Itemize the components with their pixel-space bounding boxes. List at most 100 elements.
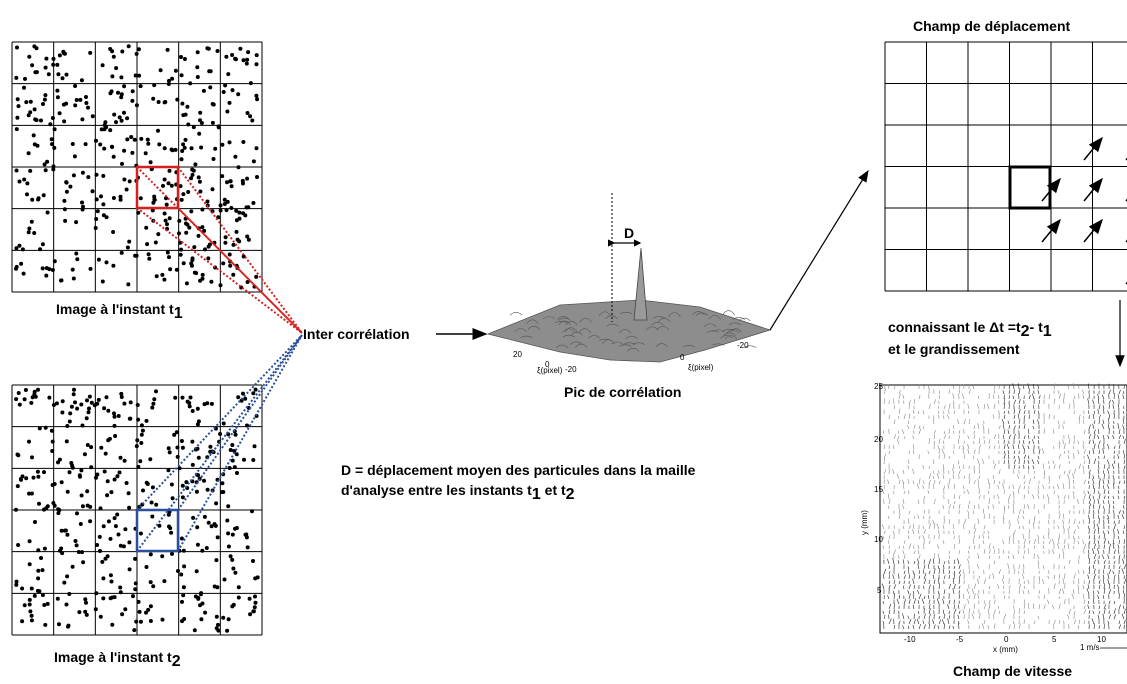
particle-dot — [161, 184, 165, 188]
particle-dot — [222, 422, 226, 426]
particle-dot — [101, 596, 105, 600]
particle-dot — [28, 598, 32, 602]
particle-dot — [119, 590, 123, 594]
particle-dot — [180, 73, 184, 77]
particle-dot — [79, 522, 83, 526]
particle-dot — [166, 48, 170, 52]
particle-dot — [206, 488, 210, 492]
particle-dot — [190, 264, 194, 268]
particle-dot — [201, 602, 205, 606]
particle-dot — [198, 279, 202, 283]
particle-dot — [33, 594, 37, 598]
particle-dot — [58, 53, 62, 57]
particle-dot — [222, 90, 226, 94]
particle-dot — [37, 502, 41, 506]
particle-dot — [190, 440, 194, 444]
particle-dot — [94, 591, 98, 595]
particle-dot — [64, 180, 68, 184]
particle-dot — [189, 176, 193, 180]
particle-dot — [51, 268, 55, 272]
particle-dot — [24, 100, 28, 104]
particle-dot — [220, 174, 224, 178]
particle-dot — [65, 603, 69, 607]
particle-dot — [255, 53, 259, 57]
particle-dot — [253, 595, 257, 599]
particle-dot — [101, 576, 105, 580]
particle-dot — [27, 113, 31, 117]
particle-dot — [27, 55, 31, 59]
particle-dot — [57, 622, 61, 626]
particle-dot — [60, 411, 64, 415]
particle-dot — [193, 271, 197, 275]
particle-dot — [228, 140, 232, 144]
particle-dot — [123, 527, 127, 531]
particle-dot — [166, 468, 170, 472]
particle-dot — [24, 388, 28, 392]
particle-dot — [122, 402, 126, 406]
particle-dot — [23, 603, 27, 607]
particle-dot — [18, 180, 22, 184]
particle-dot — [41, 242, 45, 246]
particle-dot — [217, 125, 221, 129]
particle-dot — [228, 264, 232, 268]
particle-dot — [71, 268, 75, 272]
particle-dot — [216, 535, 220, 539]
particle-dot — [89, 445, 93, 449]
particle-dot — [152, 83, 156, 87]
particle-dot — [185, 105, 189, 109]
particle-dot — [139, 620, 143, 624]
particle-dot — [75, 98, 79, 102]
particle-dot — [103, 123, 107, 127]
particle-dot — [168, 216, 172, 220]
particle-dot — [149, 552, 153, 556]
particle-dot — [33, 107, 37, 111]
particle-dot — [89, 267, 93, 271]
particle-dot — [251, 559, 255, 563]
particle-dot — [46, 602, 50, 606]
particle-dot — [15, 580, 19, 584]
particle-dot — [230, 443, 234, 447]
particle-dot — [51, 116, 55, 120]
particle-dot — [250, 509, 254, 513]
particle-dot — [235, 471, 239, 475]
particle-dot — [138, 610, 142, 614]
particle-dot — [246, 111, 250, 115]
particle-dot — [224, 55, 228, 59]
particle-dot — [46, 211, 50, 215]
particle-dot — [215, 585, 219, 589]
particle-dot — [136, 418, 140, 422]
particle-dot — [214, 524, 218, 528]
particle-dot — [191, 409, 195, 413]
particle-dot — [36, 198, 40, 202]
particle-dot — [206, 256, 210, 260]
particle-dot — [42, 193, 46, 197]
particle-dot — [167, 255, 171, 259]
peak-axis-label-right: ξ(pixel) — [688, 363, 714, 372]
particle-dot — [44, 57, 48, 61]
particle-dot — [52, 57, 56, 61]
particle-dot — [65, 439, 69, 443]
particle-dot — [120, 50, 124, 54]
particle-dot — [255, 62, 259, 66]
particle-dot — [85, 489, 89, 493]
particle-dot — [109, 573, 113, 577]
particle-dot — [84, 101, 88, 105]
particle-dot — [30, 63, 34, 67]
particle-dot — [68, 420, 72, 424]
particle-dot — [94, 226, 98, 230]
particle-dot — [133, 138, 137, 142]
particle-dot — [66, 625, 70, 629]
particle-dot — [84, 142, 88, 146]
particle-dot — [27, 230, 31, 234]
particle-dot — [42, 603, 46, 607]
particle-dot — [192, 125, 196, 129]
particle-dot — [119, 544, 123, 548]
particle-dot — [51, 440, 55, 444]
particle-dot — [223, 202, 227, 206]
particle-dot — [163, 146, 167, 150]
particle-dot — [146, 142, 150, 146]
particle-dot — [175, 268, 179, 272]
particle-dot — [231, 533, 235, 537]
particle-dot — [133, 254, 137, 258]
particle-dot — [56, 460, 60, 464]
